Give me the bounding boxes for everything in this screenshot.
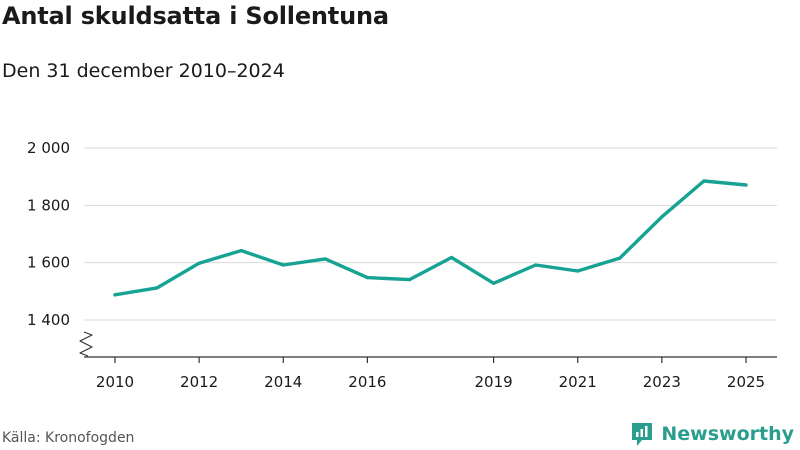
chart-title: Antal skuldsatta i Sollentuna [2,2,389,30]
y-tick-label: 2 000 [27,139,70,157]
y-tick-label: 1 600 [27,254,70,272]
y-tick-label: 1 800 [27,196,70,214]
data-point [239,249,243,253]
x-tick-label: 2023 [643,373,681,391]
x-tick-label: 2010 [96,373,134,391]
data-point [534,263,538,267]
x-tick-label: 2025 [727,373,765,391]
x-axis [79,331,777,358]
chart-subtitle: Den 31 december 2010–2024 [2,60,285,82]
bar-chart-icon [632,423,653,446]
data-point [407,277,412,282]
data-point [281,263,285,267]
brand-name: Newsworthy [661,423,794,445]
y-axis-ticks: 1 400 1 600 1 800 2 000 [27,139,70,329]
x-tick-label: 2014 [264,373,302,391]
data-point [660,215,664,219]
data-point [155,286,159,290]
y-tick-label: 1 400 [27,311,70,329]
data-point [323,257,327,261]
x-tick-label: 2021 [559,373,597,391]
x-tick-label: 2019 [475,373,513,391]
gridlines [84,147,777,321]
source-note: Källa: Kronofogden [2,430,135,446]
series-layer [113,179,748,297]
series-line [113,179,748,297]
data-point [365,275,369,280]
x-tick-label: 2012 [180,373,218,391]
brand-logo: Newsworthy [630,420,794,448]
x-axis-ticks: 2010 2012 2014 2016 2019 2021 2023 2025 [96,357,765,391]
data-point [492,281,496,285]
axis-break-icon [79,331,93,357]
data-point [702,179,706,183]
data-point [576,269,580,273]
data-point [449,255,454,260]
data-point [113,293,117,297]
data-point [618,256,622,260]
data-point [197,261,201,265]
x-tick-label: 2016 [348,373,386,391]
data-point [744,183,748,187]
